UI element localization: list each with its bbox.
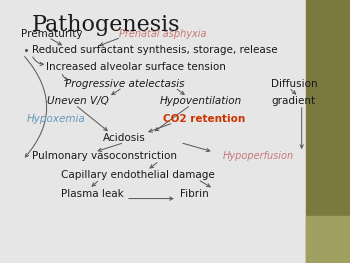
Text: Reduced surfactant synthesis, storage, release: Reduced surfactant synthesis, storage, r… (32, 45, 277, 55)
Text: Pulmonary vasoconstriction: Pulmonary vasoconstriction (32, 151, 176, 161)
Text: Hypoxemia: Hypoxemia (26, 114, 85, 124)
Text: Fibrin: Fibrin (180, 189, 209, 199)
Text: CO2 retention: CO2 retention (163, 114, 245, 124)
Text: Hypoventilation: Hypoventilation (159, 96, 241, 106)
Text: gradient: gradient (271, 96, 315, 106)
Text: Prematurity: Prematurity (21, 29, 83, 39)
Text: Hypoperfusion: Hypoperfusion (222, 151, 293, 161)
Text: Prenatal asphyxia: Prenatal asphyxia (119, 29, 206, 39)
Text: Plasma leak: Plasma leak (61, 189, 124, 199)
Bar (306, 216, 350, 263)
Text: Capillary endothelial damage: Capillary endothelial damage (61, 170, 215, 180)
Bar (306, 0, 350, 263)
Text: Increased alveolar surface tension: Increased alveolar surface tension (46, 62, 225, 72)
Text: Diffusion: Diffusion (271, 79, 318, 89)
Text: Uneven V/Q: Uneven V/Q (47, 96, 109, 106)
Text: Acidosis: Acidosis (103, 133, 146, 143)
Text: Progressive atelectasis: Progressive atelectasis (65, 79, 184, 89)
Text: Pathogenesis: Pathogenesis (32, 14, 180, 37)
